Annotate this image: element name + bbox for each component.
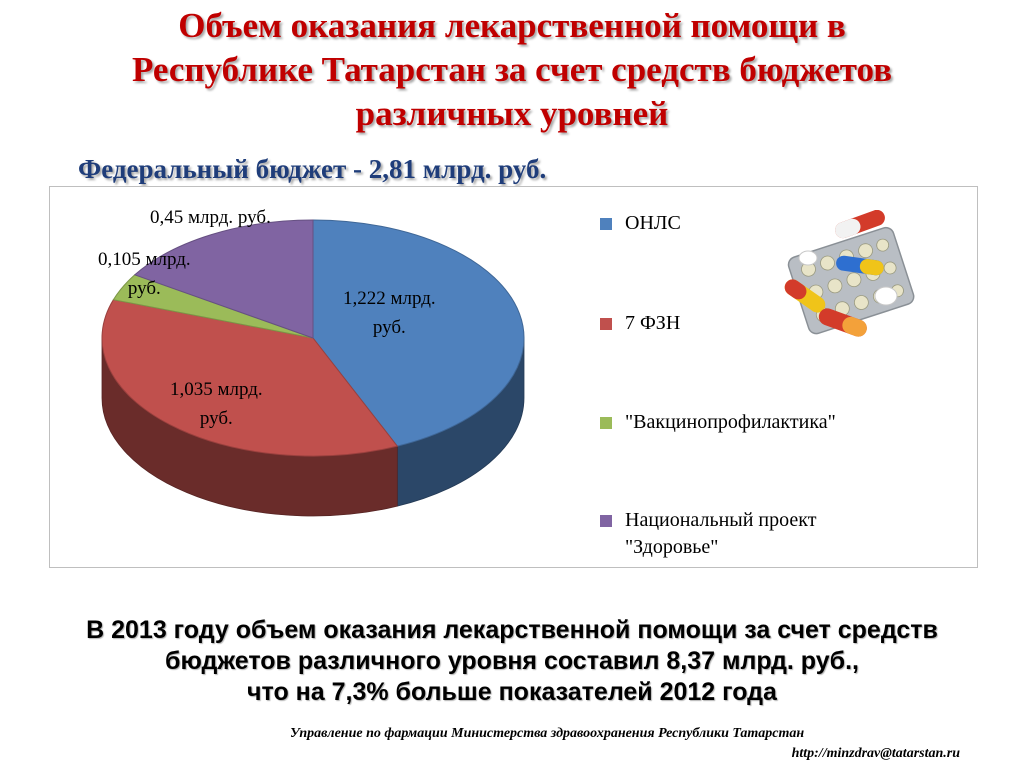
slice-label-onls: 1,222 млрд. руб. bbox=[343, 284, 436, 342]
slice-label-vaccine: 0,105 млрд. руб. bbox=[98, 245, 191, 303]
legend-label: ОНЛС bbox=[625, 212, 681, 234]
title-line: Объем оказания лекарственной помощи в bbox=[178, 6, 846, 45]
legend-swatch bbox=[600, 417, 612, 429]
summary-line: В 2013 году объем оказания лекарственной… bbox=[86, 616, 938, 644]
slice-label-health-project: 0,45 млрд. руб. bbox=[150, 203, 271, 232]
legend-swatch bbox=[600, 515, 612, 527]
slice-label-line: 1,222 млрд. bbox=[343, 288, 436, 309]
slice-label-line: 1,035 млрд. bbox=[170, 379, 263, 400]
legend-label-line: "Здоровье" bbox=[625, 536, 719, 558]
slice-label-7fzn: 1,035 млрд. руб. bbox=[170, 375, 263, 433]
pie-tops bbox=[101, 219, 525, 457]
summary-line: бюджетов различного уровня составил 8,37… bbox=[165, 647, 859, 675]
slide-title: Объем оказания лекарственной помощи в Ре… bbox=[20, 4, 1004, 136]
legend-label-line: Национальный проект bbox=[625, 509, 817, 531]
summary-text: В 2013 году объем оказания лекарственной… bbox=[20, 615, 1004, 708]
title-line: Республике Татарстан за счет средств бюд… bbox=[131, 50, 893, 89]
slice-label-line: руб. bbox=[127, 278, 161, 299]
pills-blister-icon bbox=[784, 210, 915, 337]
legend-swatch bbox=[600, 218, 612, 230]
pie-slice-1 bbox=[101, 299, 399, 457]
legend-label: 7 ФЗН bbox=[625, 312, 681, 334]
slice-label-line: руб. bbox=[372, 317, 406, 338]
pie-slice-0 bbox=[312, 219, 525, 447]
slice-label-line: 0,105 млрд. bbox=[98, 249, 191, 270]
legend-label: "Вакцинопрофилактика" bbox=[625, 411, 836, 433]
summary-line: что на 7,3% больше показателей 2012 года bbox=[247, 678, 777, 706]
slice-label-line: 0,45 млрд. руб. bbox=[150, 207, 271, 228]
slice-label-line: руб. bbox=[199, 408, 233, 429]
pie-slice-3 bbox=[133, 219, 314, 339]
subtitle-federal-budget: Федеральный бюджет - 2,81 млрд. руб. bbox=[78, 154, 547, 184]
title-line: различных уровней bbox=[355, 94, 669, 133]
footer-url: http://minzdrav@tatarstan.ru bbox=[791, 746, 960, 761]
legend-label: Национальный проект "Здоровье" bbox=[625, 507, 816, 561]
footer-org: Управление по фармации Министерства здра… bbox=[290, 726, 805, 741]
legend-swatch bbox=[600, 318, 612, 330]
